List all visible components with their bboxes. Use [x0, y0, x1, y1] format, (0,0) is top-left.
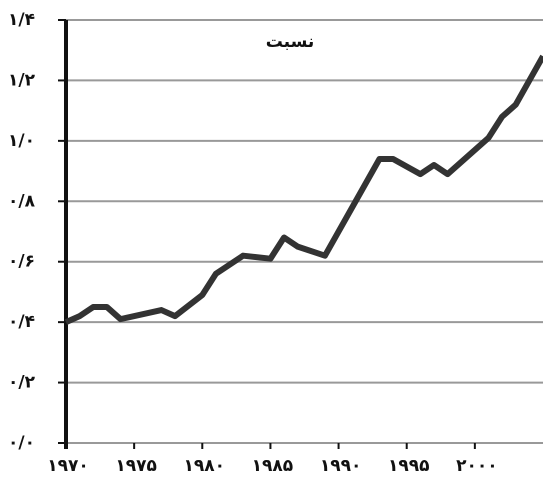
y-tick-label: ۰/۸: [8, 191, 36, 211]
data-line: [64, 54, 543, 325]
x-tick-label: ۱۹۷۰: [47, 456, 89, 476]
x-tick-label: ۱۹۹۵: [388, 456, 430, 476]
y-tick-label: ۰/۰: [8, 433, 35, 453]
x-tick-label: ۱۹۹۰: [320, 456, 362, 476]
y-tick-label: ۰/۲: [8, 373, 36, 393]
y-tick-label: ۰/۶: [8, 252, 35, 272]
y-tick-label: ۱/۰: [8, 131, 35, 151]
x-tick-label: ۱۹۸۵: [252, 456, 294, 476]
y-tick-label: ۱/۲: [8, 70, 36, 90]
chart-title: نسبت: [266, 32, 315, 52]
x-tick-label: ۱۹۷۵: [115, 456, 157, 476]
y-tick-label: ۱/۴: [8, 10, 35, 30]
x-tick-label: ۲۰۰۰: [456, 456, 498, 476]
y-tick-label: ۰/۴: [8, 312, 35, 332]
x-tick-label: ۱۹۸۰: [184, 456, 226, 476]
